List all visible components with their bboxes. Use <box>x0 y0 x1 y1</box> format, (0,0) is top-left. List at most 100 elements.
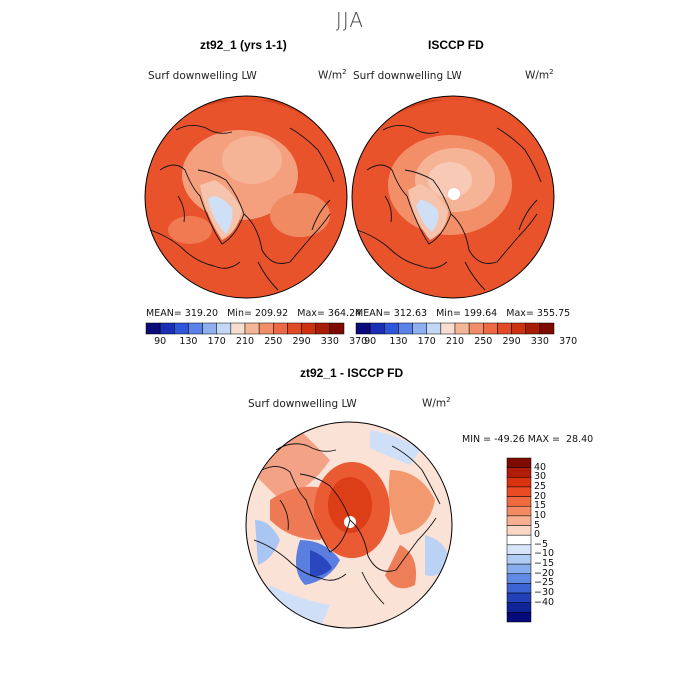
colorbar-swatch <box>301 322 316 335</box>
colorbar-swatch <box>468 322 484 335</box>
colorbar-swatch <box>369 322 385 335</box>
units-label-obs: W/m2 <box>525 68 554 82</box>
colorbar-swatch <box>230 322 246 335</box>
figure-title: JJA <box>335 8 365 32</box>
colorbar-swatch <box>506 486 532 497</box>
colorbar-tick-label: 330 <box>530 336 549 347</box>
colorbar-swatch <box>506 477 532 488</box>
colorbar-swatch <box>497 322 512 335</box>
colorbar-tick-label: 90 <box>154 336 167 347</box>
colorbar-tick-label: 25 <box>534 480 547 492</box>
colorbar-swatch <box>511 322 526 335</box>
map-obs-border <box>351 95 555 299</box>
colorbar-tick-label: 370 <box>559 336 578 347</box>
colorbar-tick-label: 30 <box>534 471 547 483</box>
colorbar-tick-label: −25 <box>534 577 555 589</box>
colorbar-tick-label: 250 <box>264 336 283 347</box>
colorbar-swatch <box>426 322 442 335</box>
colorbar-tick-label: 370 <box>349 336 368 347</box>
colorbar-difference <box>506 457 532 623</box>
colorbar-swatch <box>384 322 399 335</box>
colorbar-tick-label: 250 <box>474 336 493 347</box>
colorbar-swatch <box>216 322 232 335</box>
colorbar-swatch <box>315 322 331 335</box>
colorbar-swatch <box>506 563 532 575</box>
panel-title-difference: zt92_1 - ISCCP FD <box>300 366 404 380</box>
colorbar-obs <box>355 322 555 335</box>
variable-label-model: Surf downwelling LW <box>148 70 257 82</box>
colorbar-tick-label: 10 <box>534 509 547 521</box>
colorbar-tick-label: 290 <box>502 336 521 347</box>
pole-hole-diff <box>344 516 356 528</box>
colorbar-tick-label: −20 <box>534 567 555 579</box>
stats-difference: MIN = -49.26 MAX = 28.40 <box>462 434 594 445</box>
colorbar-swatch <box>258 322 274 335</box>
colorbar-swatch <box>188 322 203 335</box>
coastlines-diff <box>253 443 441 605</box>
stats-obs: MEAN= 312.63 Min= 199.64 Max= 355.75 <box>355 308 571 319</box>
colorbar-tick-label: 20 <box>534 490 547 502</box>
colorbar-swatch <box>506 525 532 536</box>
colorbar-swatch <box>273 322 288 335</box>
colorbar-swatch <box>525 322 541 335</box>
colorbar-swatch <box>412 322 427 335</box>
colorbar-swatch <box>506 534 532 546</box>
colorbar-swatch <box>506 612 532 623</box>
map-model <box>145 96 347 298</box>
colorbar-swatch <box>355 322 371 335</box>
colorbar-swatch <box>506 457 532 468</box>
colorbar-swatch <box>506 554 532 565</box>
coastlines-obs <box>356 125 542 291</box>
colorbar-tick-label: 290 <box>292 336 311 347</box>
colorbar-swatch <box>539 322 555 335</box>
panel-title-obs: ISCCP FD <box>428 38 484 52</box>
colorbar-model <box>145 322 345 335</box>
colorbar-tick-label: 210 <box>235 336 255 347</box>
colorbar-tick-label: −30 <box>534 587 555 599</box>
colorbar-swatch <box>506 583 532 594</box>
colorbar-swatch <box>506 467 532 478</box>
colorbar-swatch <box>506 544 532 555</box>
coastlines-model <box>149 125 335 291</box>
stats-model: MEAN= 319.20 Min= 209.92 Max= 364.24 <box>146 308 362 319</box>
colorbar-swatch <box>454 322 470 335</box>
pole-hole-obs <box>448 188 460 200</box>
colorbar-tick-label: 90 <box>364 336 377 347</box>
colorbar-swatch <box>506 515 532 526</box>
units-label-model: W/m2 <box>318 68 347 82</box>
colorbar-swatch <box>398 322 413 335</box>
colorbar-tick-label: 40 <box>534 461 547 473</box>
colorbar-tick-label: 330 <box>320 336 339 347</box>
colorbar-tick-label: 170 <box>417 336 436 347</box>
colorbar-tick-label: −10 <box>534 548 555 560</box>
colorbar-tick-label: 170 <box>207 336 226 347</box>
colorbar-swatch <box>159 322 175 335</box>
colorbar-tick-label: 0 <box>534 529 541 541</box>
colorbar-swatch <box>440 322 456 335</box>
colorbar-tick-label: 210 <box>445 336 465 347</box>
colorbar-swatch <box>506 496 532 507</box>
colorbar-tick-label: 15 <box>534 500 547 512</box>
colorbar-tick-label: −15 <box>534 558 555 570</box>
units-label-difference: W/m2 <box>422 396 451 410</box>
map-difference-border <box>245 421 453 629</box>
colorbar-swatch <box>506 602 532 613</box>
colorbar-swatch <box>506 573 532 584</box>
colorbar-swatch <box>483 322 498 335</box>
colorbar-tick-label: −5 <box>534 538 549 550</box>
colorbar-tick-label: 130 <box>389 336 408 347</box>
colorbar-swatch <box>174 322 189 335</box>
panel-title-model: zt92_1 (yrs 1-1) <box>200 38 287 52</box>
map-model-border <box>144 95 348 299</box>
colorbar-swatch <box>202 322 217 335</box>
colorbar-swatch <box>287 322 302 335</box>
colorbar-swatch <box>329 322 345 335</box>
colorbar-swatch <box>244 322 260 335</box>
variable-label-difference: Surf downwelling LW <box>248 398 357 410</box>
colorbar-swatch <box>506 505 532 517</box>
variable-label-obs: Surf downwelling LW <box>353 70 462 82</box>
colorbar-swatch <box>145 322 161 335</box>
colorbar-tick-label: −40 <box>534 596 555 608</box>
colorbar-tick-label: 130 <box>179 336 198 347</box>
